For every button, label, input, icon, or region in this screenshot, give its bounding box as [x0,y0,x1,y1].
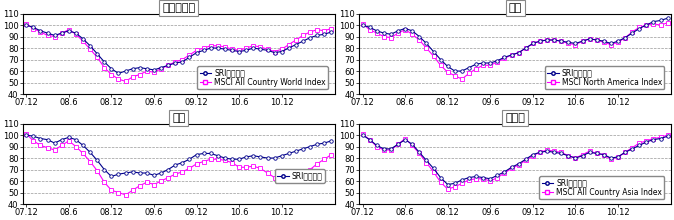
Legend: SRIファンド, MSCI All Country Asia Index: SRIファンド, MSCI All Country Asia Index [539,176,665,200]
Title: 北米: 北米 [508,3,522,13]
Legend: SRIファンド: SRIファンド [275,169,325,183]
Title: 欧州: 欧州 [172,113,185,123]
Title: アジア: アジア [506,113,525,123]
Legend: SRIファンド, MSCI North America Index: SRIファンド, MSCI North America Index [545,66,665,90]
Title: グローバル: グローバル [162,3,195,13]
Legend: SRIファンド, MSCI All Country World Index: SRIファンド, MSCI All Country World Index [197,66,328,90]
